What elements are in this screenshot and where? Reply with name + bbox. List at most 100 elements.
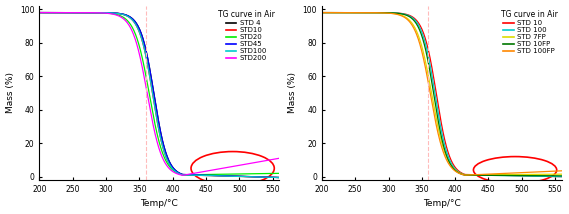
STD 7FP xyxy=(361,11,368,14)
STD 100 xyxy=(319,11,325,14)
STD 10FP xyxy=(380,11,387,14)
Line: STD100: STD100 xyxy=(39,13,279,178)
STD200 xyxy=(179,174,186,177)
STD 100FP xyxy=(462,174,469,177)
Line: STD20: STD20 xyxy=(39,13,279,175)
STD20 xyxy=(145,86,151,88)
STD20 xyxy=(276,172,283,175)
STD100 xyxy=(276,176,283,179)
Line: STD45: STD45 xyxy=(39,13,279,178)
STD 7FP xyxy=(380,12,387,14)
STD200 xyxy=(178,174,184,176)
STD200 xyxy=(276,157,283,160)
Line: STD 4: STD 4 xyxy=(39,13,279,178)
STD20 xyxy=(79,11,85,14)
STD 10FP xyxy=(479,174,485,177)
STD 100 xyxy=(427,65,434,68)
STD 100FP xyxy=(319,11,325,14)
STD10 xyxy=(98,11,105,14)
STD200 xyxy=(36,11,43,14)
Line: STD10: STD10 xyxy=(39,13,279,178)
STD45 xyxy=(145,58,151,61)
STD 10 xyxy=(319,11,325,14)
STD 100 xyxy=(460,173,467,175)
STD 100FP xyxy=(380,12,387,14)
STD10 xyxy=(79,11,85,14)
STD45 xyxy=(196,174,203,176)
Y-axis label: Mass (%): Mass (%) xyxy=(288,73,297,113)
STD 100 xyxy=(361,11,368,14)
STD20 xyxy=(179,174,186,176)
STD 7FP xyxy=(500,173,506,176)
STD10 xyxy=(276,176,283,179)
STD20 xyxy=(197,173,204,176)
Line: STD 100FP: STD 100FP xyxy=(322,13,562,175)
STD 100FP xyxy=(479,173,486,176)
STD 10FP xyxy=(427,73,434,75)
STD 10 xyxy=(361,11,368,14)
STD10 xyxy=(36,11,43,14)
STD 4 xyxy=(79,11,85,14)
STD 4 xyxy=(98,11,105,14)
STD 100FP xyxy=(361,11,368,14)
Line: STD 10FP: STD 10FP xyxy=(322,13,562,176)
STD 10FP xyxy=(319,11,325,14)
STD 100 xyxy=(558,175,565,178)
Line: STD200: STD200 xyxy=(39,13,279,175)
STD 7FP xyxy=(558,173,565,175)
STD10 xyxy=(217,175,224,177)
STD 100 xyxy=(380,11,387,14)
Line: STD 10: STD 10 xyxy=(322,13,562,177)
STD45 xyxy=(276,176,283,179)
STD 4 xyxy=(196,174,203,176)
STD 7FP xyxy=(479,174,486,176)
STD 10 xyxy=(380,11,387,14)
Y-axis label: Mass (%): Mass (%) xyxy=(6,73,15,113)
STD 4 xyxy=(276,176,283,179)
STD 10FP xyxy=(558,175,565,177)
STD 100FP xyxy=(427,93,434,95)
STD100 xyxy=(178,173,184,175)
STD45 xyxy=(79,11,85,14)
STD45 xyxy=(217,174,224,177)
STD 4 xyxy=(217,174,224,177)
STD 7FP xyxy=(460,173,467,176)
STD45 xyxy=(178,172,184,175)
STD45 xyxy=(98,11,105,14)
STD 7FP xyxy=(462,174,469,176)
STD 10FP xyxy=(499,174,506,177)
STD 10 xyxy=(558,175,565,178)
STD 100FP xyxy=(460,174,467,176)
STD200 xyxy=(217,167,224,170)
STD 4 xyxy=(36,11,43,14)
Legend: STD 10, STD 100, STD 7FP, STD 10FP, STD 100FP: STD 10, STD 100, STD 7FP, STD 10FP, STD … xyxy=(500,9,558,55)
X-axis label: Temp/°C: Temp/°C xyxy=(141,199,178,208)
STD100 xyxy=(36,11,43,14)
STD 100 xyxy=(479,174,485,177)
STD100 xyxy=(196,174,203,177)
STD100 xyxy=(98,11,105,14)
STD200 xyxy=(79,11,85,14)
STD 10 xyxy=(499,174,506,177)
X-axis label: Temp/°C: Temp/°C xyxy=(423,199,461,208)
STD10 xyxy=(145,65,151,68)
STD 100FP xyxy=(558,169,565,172)
STD 10 xyxy=(427,58,434,61)
STD100 xyxy=(79,11,85,14)
STD20 xyxy=(217,173,224,175)
Line: STD 7FP: STD 7FP xyxy=(322,13,562,175)
STD100 xyxy=(217,175,224,177)
STD 100 xyxy=(499,174,506,177)
STD 10FP xyxy=(361,11,368,14)
STD 4 xyxy=(178,172,184,175)
Line: STD 100: STD 100 xyxy=(322,13,562,177)
STD 100FP xyxy=(500,172,506,175)
STD20 xyxy=(36,11,43,14)
STD10 xyxy=(196,174,203,177)
STD200 xyxy=(98,12,105,14)
STD45 xyxy=(36,11,43,14)
STD20 xyxy=(178,173,184,176)
STD10 xyxy=(178,173,184,175)
STD20 xyxy=(98,12,105,14)
Legend: STD 4, STD10, STD20, STD45, STD100, STD200: STD 4, STD10, STD20, STD45, STD100, STD2… xyxy=(217,9,276,62)
